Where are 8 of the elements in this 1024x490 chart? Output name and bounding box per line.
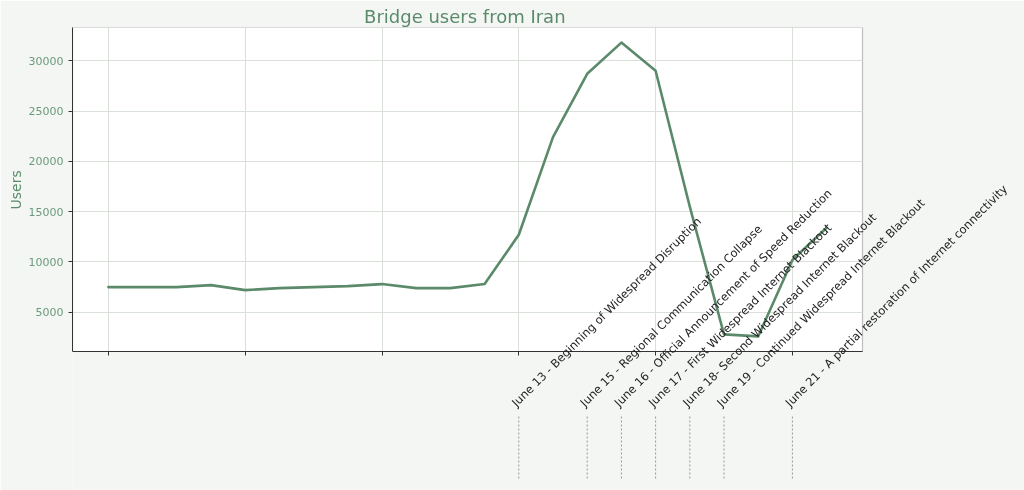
y-tick-label: 20000	[28, 155, 64, 169]
y-tick-label: 15000	[28, 205, 64, 219]
y-tick-label: 30000	[28, 54, 64, 68]
chart-title: Bridge users from Iran	[364, 5, 566, 27]
y-tick-label: 10000	[28, 255, 64, 269]
y-tick-label: 5000	[35, 306, 64, 320]
y-axis-title: Users	[7, 170, 24, 210]
y-tick-label: 25000	[28, 105, 64, 119]
